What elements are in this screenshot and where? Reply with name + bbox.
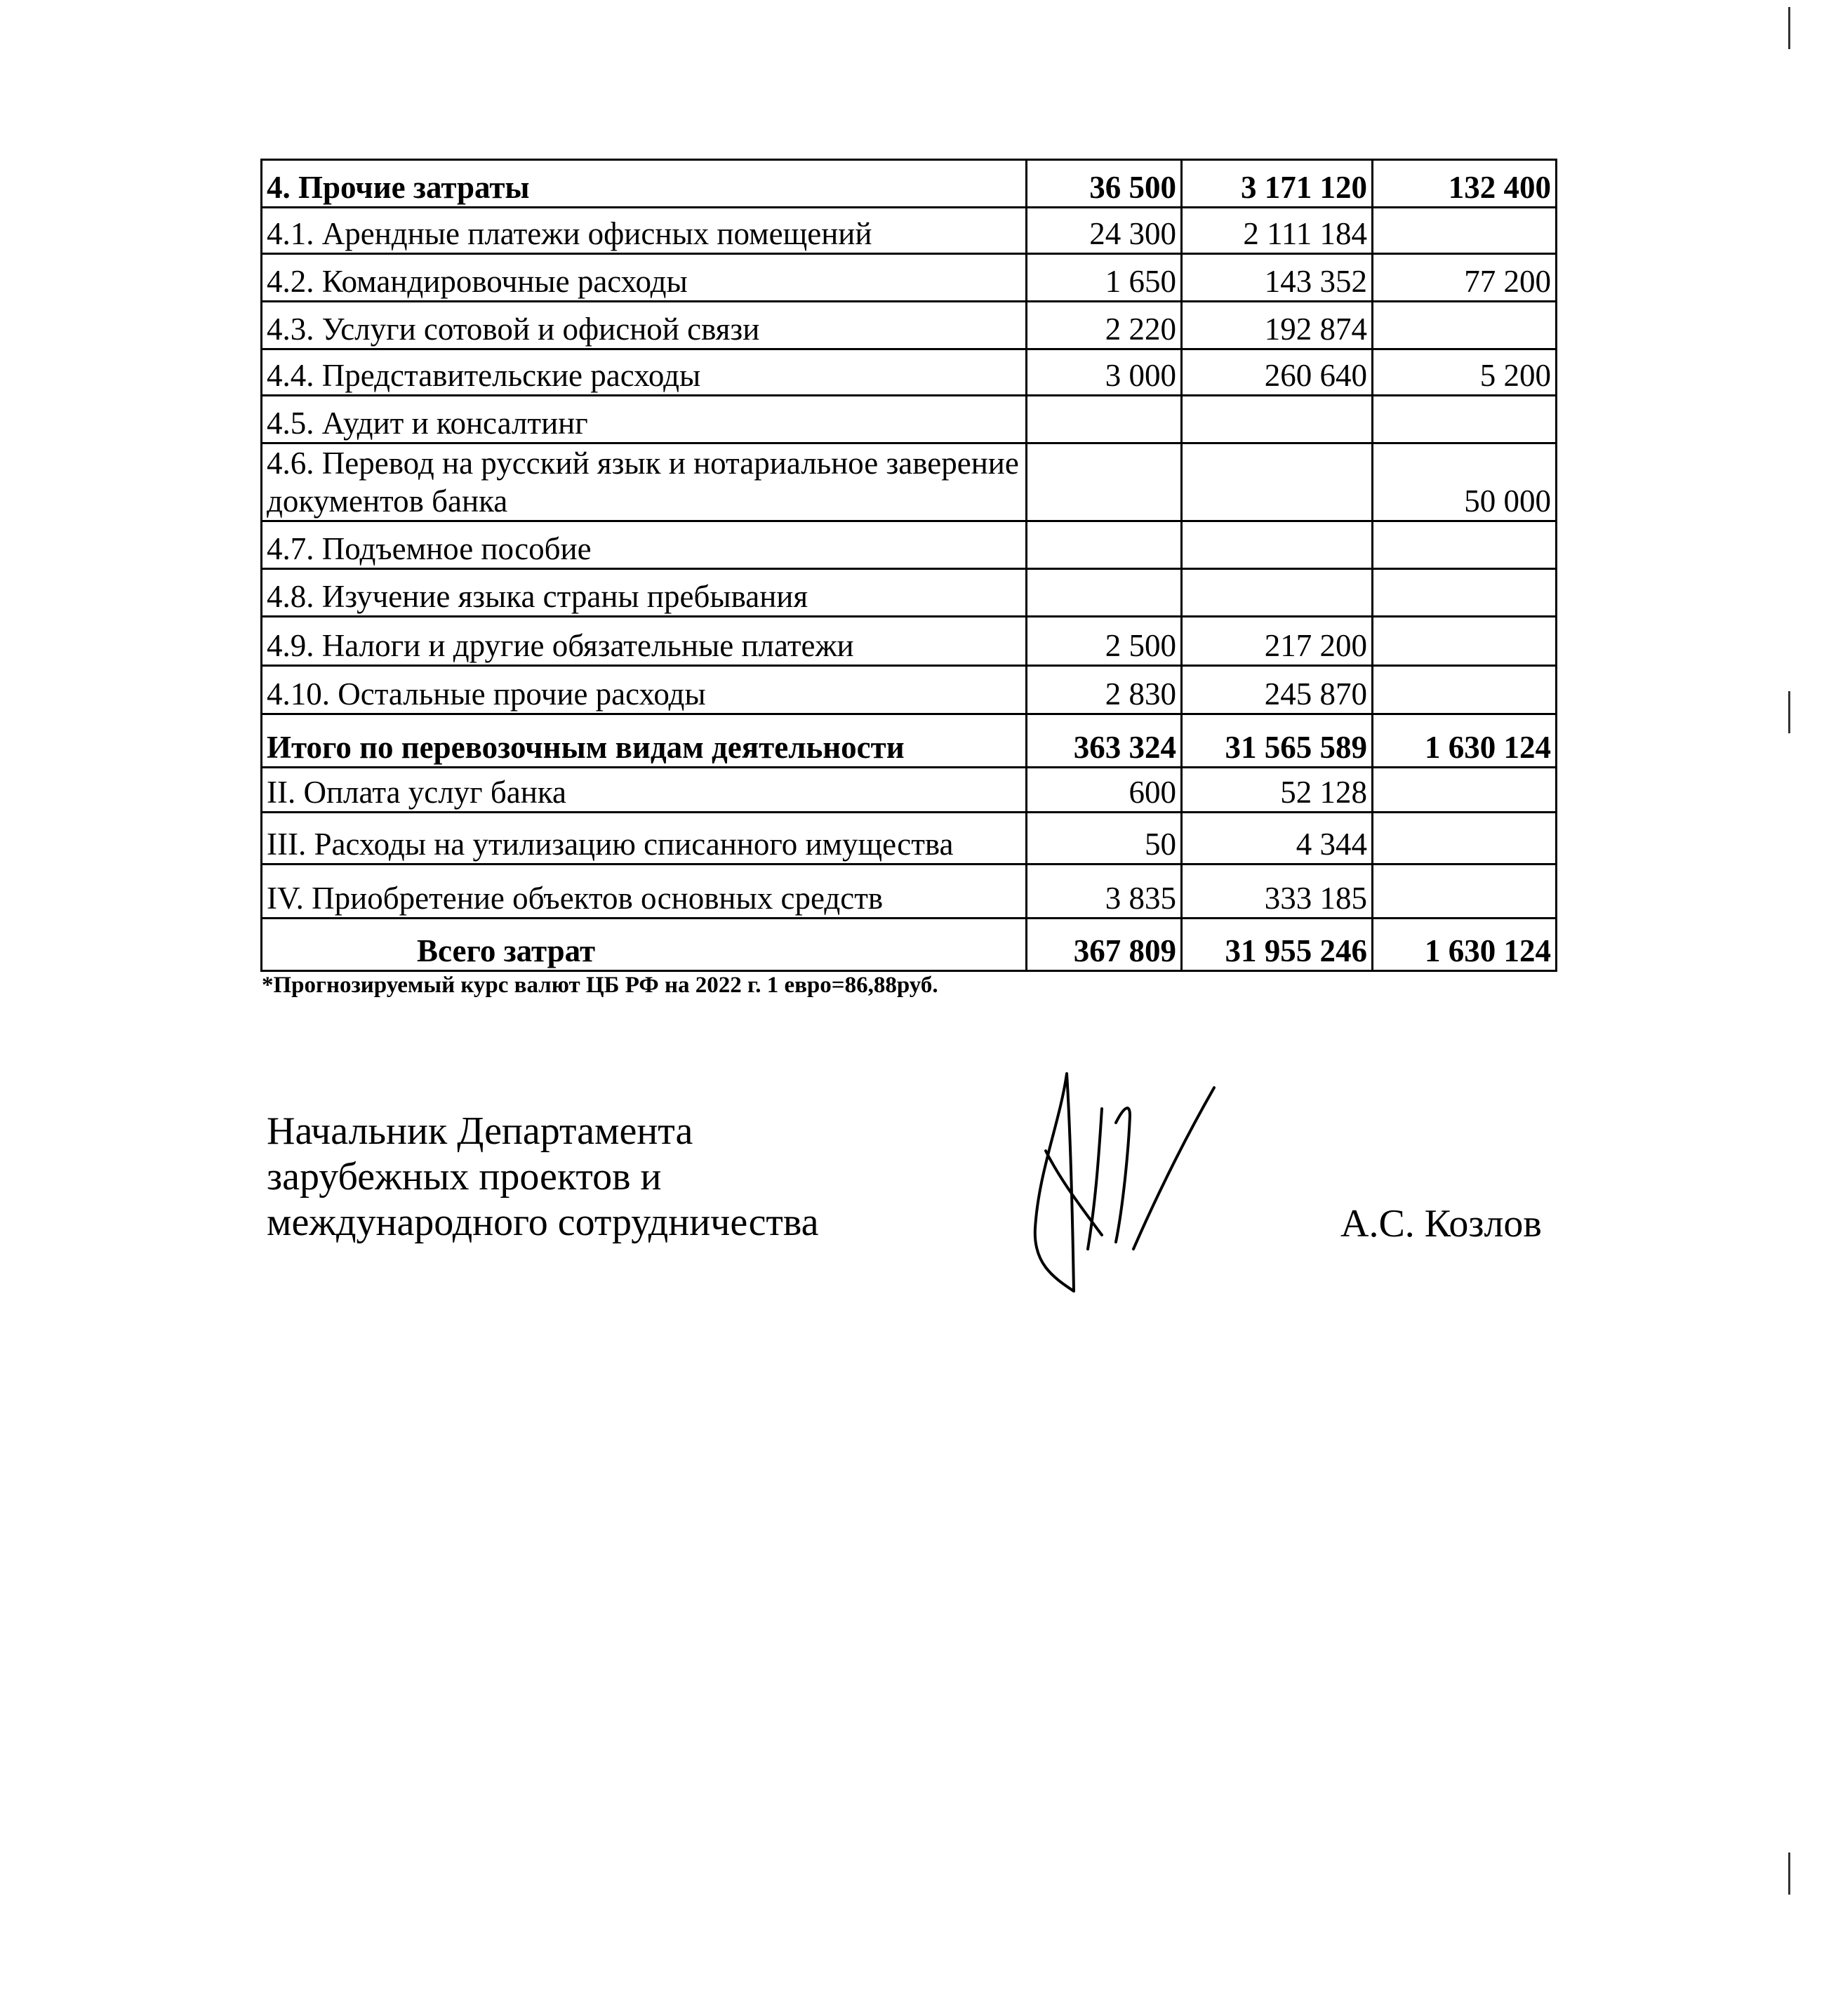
value-c1: 2 500 bbox=[1025, 615, 1183, 667]
value-c1 bbox=[1025, 394, 1183, 444]
table-row: 4.9. Налоги и другие обязательные платеж… bbox=[260, 615, 1557, 667]
position-line: зарубежных проектов и bbox=[267, 1155, 662, 1199]
exchange-rate-footnote: *Прогнозируемый курс валют ЦБ РФ на 2022… bbox=[262, 973, 938, 998]
row-label: Всего затрат bbox=[260, 917, 1027, 972]
value-c3: 1 630 124 bbox=[1371, 917, 1557, 972]
value-c1: 2 830 bbox=[1025, 665, 1183, 715]
row-label: 4. Прочие затраты bbox=[260, 159, 1027, 208]
value-c2: 31 955 246 bbox=[1180, 917, 1373, 972]
table-row: Всего затрат 367 809 31 955 246 1 630 124 bbox=[260, 917, 1557, 972]
value-c2: 143 352 bbox=[1180, 253, 1373, 302]
row-label: 4.5. Аудит и консалтинг bbox=[260, 394, 1027, 444]
value-c2: 333 185 bbox=[1180, 863, 1373, 919]
handwritten-signature bbox=[1033, 1072, 1216, 1293]
value-c2: 3 171 120 bbox=[1180, 159, 1373, 208]
row-label: 4.3. Услуги сотовой и офисной связи bbox=[260, 300, 1027, 350]
expenses-table: 4. Прочие затраты 36 500 3 171 120 132 400 4… bbox=[260, 159, 1557, 972]
row-label: 4.8. Изучение языка страны пребывания bbox=[260, 568, 1027, 618]
value-c2: 4 344 bbox=[1180, 811, 1373, 865]
value-c2: 245 870 bbox=[1180, 665, 1373, 715]
value-c3 bbox=[1371, 394, 1557, 444]
value-c1: 1 650 bbox=[1025, 253, 1183, 302]
table-row: Итого по перевозочным видам деятельности… bbox=[260, 713, 1557, 768]
scan-mark bbox=[1788, 7, 1790, 49]
row-label: 4.10. Остальные прочие расходы bbox=[260, 665, 1027, 715]
value-c3 bbox=[1371, 615, 1557, 667]
table-row: II. Оплата услуг банка 600 52 128 bbox=[260, 766, 1557, 813]
value-c3 bbox=[1371, 520, 1557, 570]
value-c2: 192 874 bbox=[1180, 300, 1373, 350]
table-row: 4. Прочие затраты 36 500 3 171 120 132 400 bbox=[260, 159, 1557, 208]
row-label: II. Оплата услуг банка bbox=[260, 766, 1027, 813]
signatory-name: А.С. Козлов bbox=[1340, 1202, 1542, 1246]
value-c3 bbox=[1371, 568, 1557, 618]
value-c2 bbox=[1180, 568, 1373, 618]
row-label: 4.4. Представительские расходы bbox=[260, 348, 1027, 396]
value-c3 bbox=[1371, 665, 1557, 715]
row-label: 4.1. Арендные платежи офисных помещений bbox=[260, 206, 1027, 255]
value-c1 bbox=[1025, 442, 1183, 522]
value-c3: 5 200 bbox=[1371, 348, 1557, 396]
table-row: 4.4. Представительские расходы 3 000 260 6… bbox=[260, 348, 1557, 396]
row-label: 4.2. Командировочные расходы bbox=[260, 253, 1027, 302]
position-line: международного сотрудничества bbox=[267, 1201, 819, 1244]
value-c1: 3 835 bbox=[1025, 863, 1183, 919]
table-row: 4.5. Аудит и консалтинг bbox=[260, 394, 1557, 444]
value-c2 bbox=[1180, 442, 1373, 522]
scan-mark bbox=[1788, 691, 1790, 733]
row-label: 4.7. Подъемное пособие bbox=[260, 520, 1027, 570]
table-row: 4.8. Изучение языка страны пребывания bbox=[260, 568, 1557, 618]
value-c3: 1 630 124 bbox=[1371, 713, 1557, 768]
value-c2 bbox=[1180, 394, 1373, 444]
value-c3 bbox=[1371, 206, 1557, 255]
table-row: 4.3. Услуги сотовой и офисной связи 2 220… bbox=[260, 300, 1557, 350]
value-c3 bbox=[1371, 300, 1557, 350]
value-c2: 31 565 589 bbox=[1180, 713, 1373, 768]
value-c1: 50 bbox=[1025, 811, 1183, 865]
value-c3 bbox=[1371, 863, 1557, 919]
scan-mark bbox=[1788, 1853, 1790, 1895]
value-c3: 77 200 bbox=[1371, 253, 1557, 302]
value-c2: 260 640 bbox=[1180, 348, 1373, 396]
value-c2 bbox=[1180, 520, 1373, 570]
table-row: 4.10. Остальные прочие расходы 2 830 245 8… bbox=[260, 665, 1557, 715]
value-c1: 36 500 bbox=[1025, 159, 1183, 208]
value-c1: 24 300 bbox=[1025, 206, 1183, 255]
row-label: Итого по перевозочным видам деятельности bbox=[260, 713, 1027, 768]
value-c3: 132 400 bbox=[1371, 159, 1557, 208]
table-row: 4.7. Подъемное пособие bbox=[260, 520, 1557, 570]
table-row: 4.6. Перевод на русский язык и нотариаль… bbox=[260, 442, 1557, 522]
value-c1: 363 324 bbox=[1025, 713, 1183, 768]
row-label: IV. Приобретение объектов основных средс… bbox=[260, 863, 1027, 919]
table-row: IV. Приобретение объектов основных средс… bbox=[260, 863, 1557, 919]
row-label: 4.9. Налоги и другие обязательные платеж… bbox=[260, 615, 1027, 667]
row-label: 4.6. Перевод на русский язык и нотариаль… bbox=[260, 442, 1027, 522]
row-label: III. Расходы на утилизацию списанного им… bbox=[260, 811, 1027, 865]
value-c2: 52 128 bbox=[1180, 766, 1373, 813]
value-c1: 367 809 bbox=[1025, 917, 1183, 972]
value-c1: 3 000 bbox=[1025, 348, 1183, 396]
table-row: 4.2. Командировочные расходы 1 650 143 352… bbox=[260, 253, 1557, 302]
value-c3 bbox=[1371, 766, 1557, 813]
value-c2: 217 200 bbox=[1180, 615, 1373, 667]
value-c3 bbox=[1371, 811, 1557, 865]
position-line: Начальник Департамента bbox=[267, 1109, 693, 1153]
value-c3: 50 000 bbox=[1371, 442, 1557, 522]
value-c1 bbox=[1025, 520, 1183, 570]
signatory-position: Начальник Департамента зарубежных проект… bbox=[267, 1109, 818, 1246]
value-c1: 600 bbox=[1025, 766, 1183, 813]
table-row: III. Расходы на утилизацию списанного им… bbox=[260, 811, 1557, 865]
value-c1 bbox=[1025, 568, 1183, 618]
table-row: 4.1. Арендные платежи офисных помещений 2… bbox=[260, 206, 1557, 255]
value-c1: 2 220 bbox=[1025, 300, 1183, 350]
value-c2: 2 111 184 bbox=[1180, 206, 1373, 255]
